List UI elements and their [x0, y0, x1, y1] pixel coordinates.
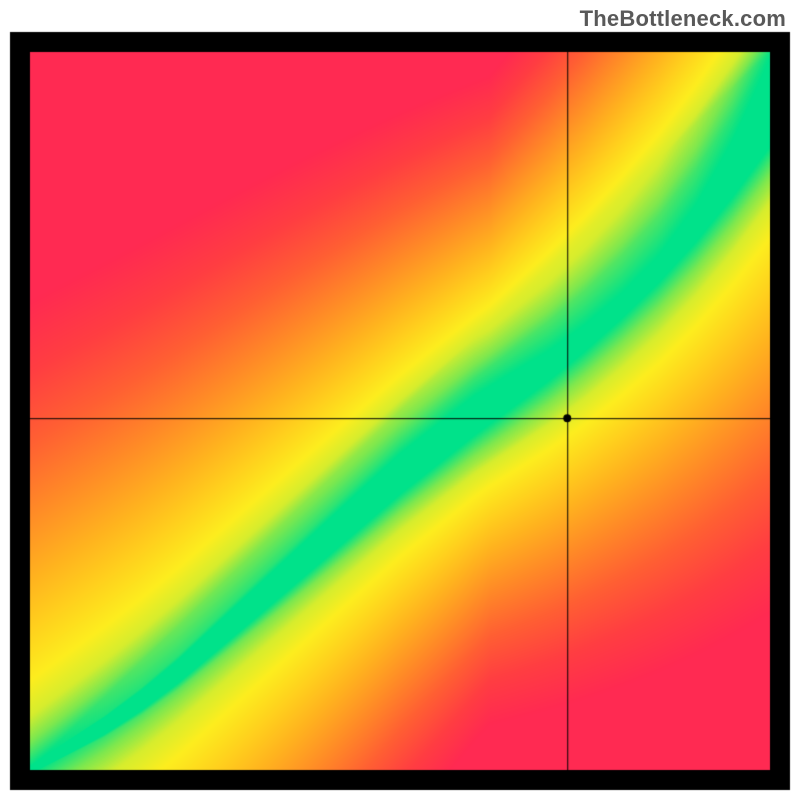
heatmap-canvas — [0, 0, 800, 800]
chart-container: TheBottleneck.com — [0, 0, 800, 800]
watermark-text: TheBottleneck.com — [580, 6, 786, 32]
